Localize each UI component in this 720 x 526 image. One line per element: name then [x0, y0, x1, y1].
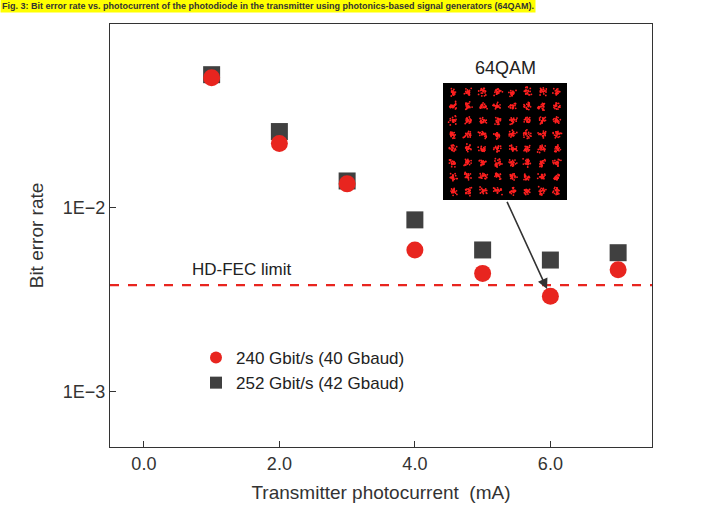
svg-text:240 Gbit/s (40 Gbaud): 240 Gbit/s (40 Gbaud)	[236, 349, 404, 368]
svg-text:1E−2: 1E−2	[63, 198, 106, 218]
svg-text:0.0: 0.0	[131, 454, 156, 474]
svg-text:6.0: 6.0	[538, 454, 563, 474]
svg-text:Transmitter photocurrent (mA): Transmitter photocurrent (mA)	[251, 482, 510, 503]
svg-text:252 Gbit/s (42 Gbaud): 252 Gbit/s (42 Gbaud)	[236, 374, 404, 393]
svg-text:1E−3: 1E−3	[63, 382, 106, 402]
svg-text:2.0: 2.0	[267, 454, 292, 474]
svg-text:4.0: 4.0	[402, 454, 427, 474]
svg-text:64QAM: 64QAM	[475, 58, 536, 78]
svg-text:HD-FEC limit: HD-FEC limit	[192, 260, 291, 279]
svg-text:Fig. 3: Bit error rate vs. pho: Fig. 3: Bit error rate vs. photocurrent …	[2, 1, 534, 11]
svg-text:Bit error rate: Bit error rate	[26, 183, 47, 289]
